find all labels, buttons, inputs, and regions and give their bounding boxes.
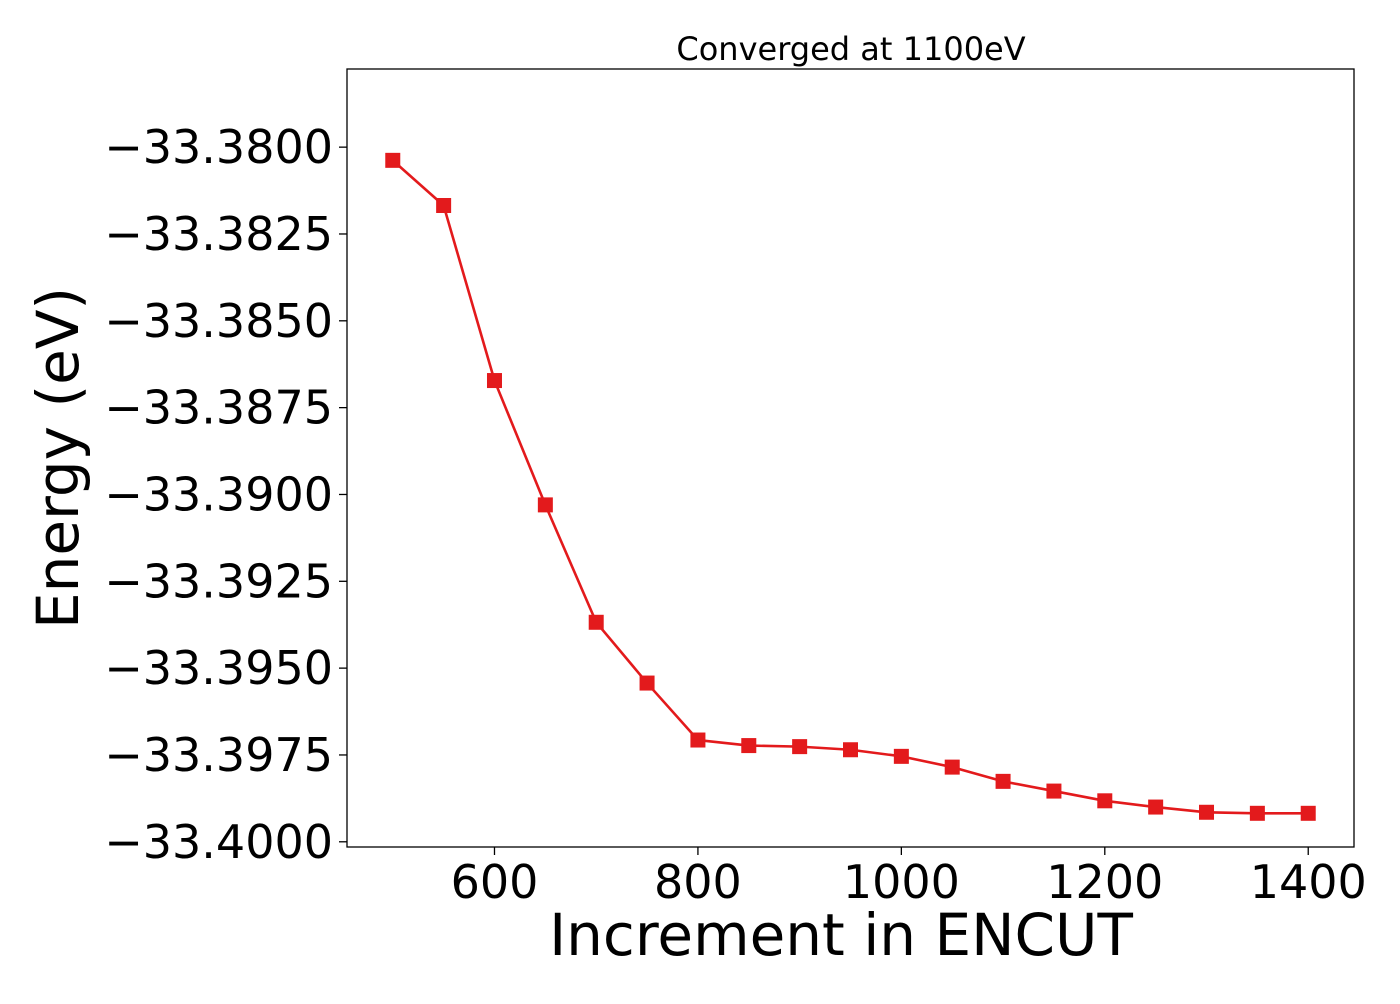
x-tick-label: 1200 <box>1046 855 1163 909</box>
y-axis: −33.3800 −33.3825 −33.3850 −33.3875 −33.3900… <box>104 120 347 869</box>
data-point <box>944 759 960 775</box>
data-point <box>995 773 1011 789</box>
y-tick-label: −33.3800 <box>104 120 333 174</box>
data-point <box>385 152 401 168</box>
x-axis: 600 800 1000 1200 1400 <box>451 847 1367 909</box>
data-point <box>843 742 858 758</box>
y-tick-label: −33.3825 <box>104 207 333 261</box>
y-tick-label: −33.3850 <box>104 294 333 348</box>
y-tick-label: −33.3875 <box>104 381 333 435</box>
y-tick-label: −33.4000 <box>104 815 333 869</box>
data-point <box>1148 799 1164 815</box>
data-point <box>741 738 757 754</box>
data-point <box>639 675 655 691</box>
x-tick-label: 1000 <box>843 855 960 909</box>
y-tick-label: −33.3950 <box>104 641 333 695</box>
y-tick-label: −33.3975 <box>104 728 333 782</box>
y-tick-label: −33.3900 <box>104 467 333 521</box>
x-tick-label: 600 <box>451 855 539 909</box>
data-point <box>1097 793 1113 809</box>
data-point <box>1300 805 1316 821</box>
data-point <box>588 614 604 630</box>
data-point <box>893 748 909 764</box>
y-axis-title: Energy (eV) <box>24 287 92 629</box>
data-point <box>1199 804 1215 820</box>
plot-frame <box>346 68 1355 848</box>
x-tick-label: 800 <box>654 855 742 909</box>
chart-title: Converged at 1100eV <box>676 30 1025 68</box>
data-point <box>436 197 452 213</box>
data-point <box>792 739 808 755</box>
x-tick-label: 1400 <box>1250 855 1367 909</box>
series-line <box>391 159 1310 815</box>
data-point <box>690 732 706 748</box>
data-point <box>1046 783 1062 799</box>
y-tick-label: −33.3925 <box>104 554 333 608</box>
data-point <box>486 373 502 389</box>
plot-area <box>385 152 1316 821</box>
data-point <box>1249 805 1265 821</box>
x-axis-title: Increment in ENCUT <box>549 901 1133 969</box>
data-point <box>537 497 553 513</box>
